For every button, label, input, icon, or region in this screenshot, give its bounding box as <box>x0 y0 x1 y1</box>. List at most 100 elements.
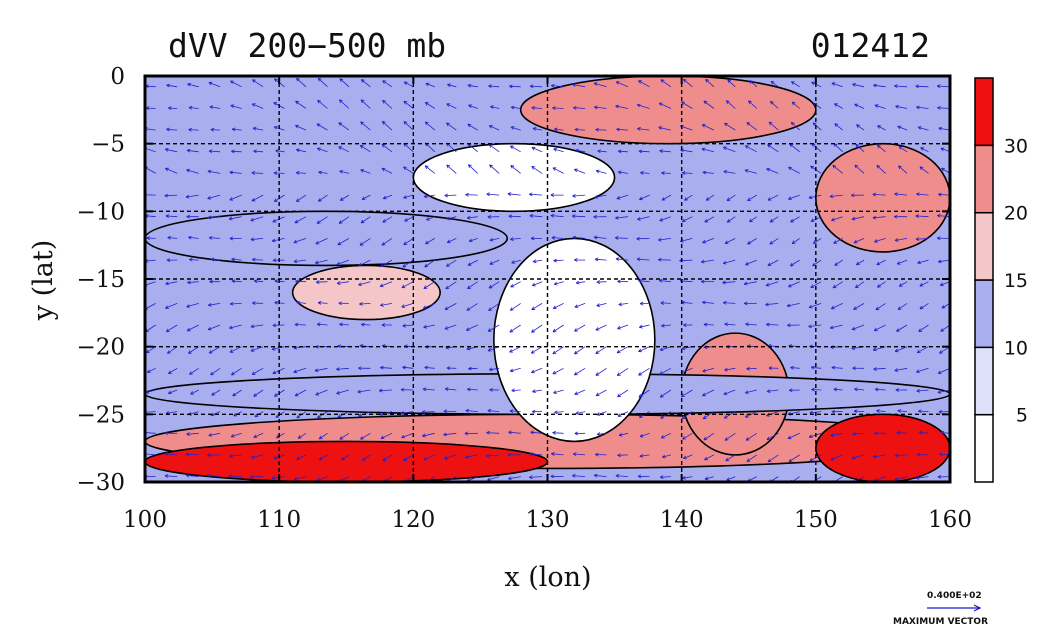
wind-vector <box>467 164 478 174</box>
wind-vector <box>552 430 564 435</box>
wind-vector <box>787 323 800 328</box>
wind-vector <box>918 324 929 332</box>
wind-vector <box>769 216 779 223</box>
wind-vector <box>208 236 221 240</box>
wind-vector <box>467 281 478 290</box>
wind-vector <box>550 474 564 479</box>
wind-vector <box>295 279 307 284</box>
wind-vector <box>229 194 242 201</box>
chart-title: dVV 200−500 mb <box>168 26 446 65</box>
wind-vector <box>770 80 779 88</box>
wind-vector <box>787 281 800 288</box>
wind-vector <box>831 82 843 88</box>
wind-vector <box>701 300 714 305</box>
wind-vector <box>165 303 178 309</box>
wind-vector <box>553 127 564 132</box>
wind-vector <box>358 281 371 286</box>
x-tick-label: 130 <box>526 507 570 533</box>
wind-vector <box>488 303 500 311</box>
wind-vector <box>510 105 521 110</box>
wind-vector <box>661 454 672 459</box>
wind-vector <box>208 149 221 154</box>
wind-vector <box>617 324 629 330</box>
wind-vector <box>553 258 564 263</box>
wind-vector <box>228 216 242 221</box>
wind-vector <box>745 432 758 441</box>
wind-vector <box>872 215 886 220</box>
wind-vector <box>572 235 586 240</box>
wind-vector <box>230 432 242 438</box>
wind-vector <box>660 301 671 305</box>
wind-vector <box>765 281 779 287</box>
wind-vector <box>188 105 199 110</box>
wind-vector <box>786 303 800 308</box>
wind-vector <box>638 324 650 329</box>
wind-vector <box>229 324 242 330</box>
wind-vector <box>834 123 843 131</box>
wind-vector <box>594 257 607 262</box>
wind-vector <box>468 104 478 109</box>
wind-vector <box>165 281 178 286</box>
wind-vector <box>360 216 371 224</box>
wind-vector <box>382 194 393 200</box>
wind-vector <box>250 216 264 222</box>
wind-vector <box>443 409 457 414</box>
wind-vector <box>833 238 843 244</box>
wind-vector <box>209 105 221 110</box>
wind-vector <box>404 216 414 222</box>
wind-vector <box>487 346 500 352</box>
wind-vector <box>551 235 564 240</box>
wind-vector <box>701 124 715 131</box>
wind-vector <box>615 81 629 88</box>
wind-vector <box>876 144 886 153</box>
wind-vector <box>272 323 285 328</box>
wind-vector <box>165 324 178 333</box>
wind-vector <box>614 236 629 240</box>
wind-vector <box>339 432 350 440</box>
x-axis-ticks: 100 110 120 130 140 150 160 <box>123 76 972 533</box>
wind-vector <box>894 367 908 372</box>
wind-vector <box>465 192 478 197</box>
wind-vector <box>381 238 393 246</box>
wind-vector <box>810 281 822 288</box>
wind-vector <box>297 432 307 439</box>
wind-vector <box>917 126 929 131</box>
wind-vector <box>186 324 199 332</box>
wind-vector <box>487 215 500 219</box>
wind-vector <box>726 194 736 202</box>
wind-vector <box>488 125 500 131</box>
wind-vector <box>749 80 758 88</box>
wind-vector <box>379 281 393 288</box>
wind-vector <box>466 215 478 220</box>
wind-vector <box>168 106 178 111</box>
wind-vector <box>231 257 242 262</box>
wind-vector <box>464 454 478 459</box>
wind-vector <box>317 300 328 305</box>
wind-vector <box>767 454 779 463</box>
wind-vector <box>531 106 543 110</box>
wind-vector <box>681 101 693 109</box>
wind-vector <box>829 324 843 330</box>
wind-vector <box>467 83 478 88</box>
wind-vector <box>550 213 564 218</box>
wind-vector <box>876 409 886 413</box>
wind-vector <box>190 389 199 395</box>
wind-vector <box>252 301 264 306</box>
wind-vector <box>293 367 307 374</box>
wind-vector <box>487 324 500 332</box>
wind-vector <box>358 366 371 371</box>
wind-vector <box>725 100 736 109</box>
wind-vector <box>574 389 586 395</box>
wind-vector <box>851 324 865 331</box>
wind-vector <box>466 303 478 311</box>
wind-vector <box>788 166 800 174</box>
wind-vector <box>380 432 393 439</box>
wind-vector <box>938 126 950 131</box>
wind-vector <box>617 149 629 154</box>
wind-vector <box>681 411 693 420</box>
wind-vector <box>316 147 328 153</box>
wind-vector <box>424 165 436 174</box>
wind-vector <box>423 194 435 199</box>
wind-vector <box>250 237 264 242</box>
wind-vector <box>336 367 349 371</box>
